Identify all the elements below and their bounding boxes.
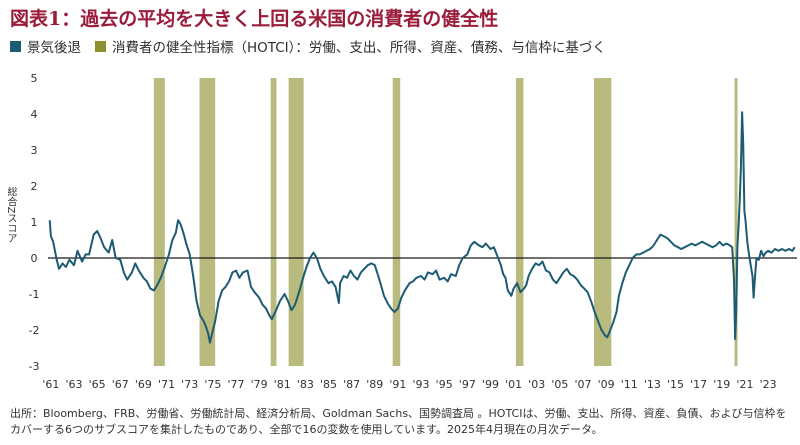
line-chart: 5 4 3 2 1 0 -1 -2 -3 '61 '63 '65 '67 '69 '71 '73 '75 '77… (29, 72, 797, 391)
recession-band-2 (199, 78, 216, 366)
x-tick-label: '91 (389, 378, 406, 391)
legend: 景気後退 消費者の健全性指標（HOTCI）：労働、支出、所得、資産、債務、与信枠… (10, 36, 620, 56)
recession-band-1 (153, 78, 165, 366)
y-tick-label: -2 (29, 324, 40, 337)
x-tick-label: '13 (644, 378, 661, 391)
legend-label-recession: 景気後退 (27, 40, 81, 56)
series-lines (48, 111, 796, 344)
y-tick-label: 5 (31, 72, 38, 85)
x-tick-label: '09 (598, 378, 615, 391)
legend-label-hotci: 消費者の健全性指標（HOTCI）：労働、支出、所得、資産、債務、与信枠に基づく (112, 40, 606, 56)
y-tick-label: 2 (31, 180, 38, 193)
x-tick-label: '79 (251, 378, 268, 391)
legend-swatch-hotci (95, 40, 106, 52)
x-tick-label: '97 (459, 378, 476, 391)
x-tick-label: '05 (551, 378, 568, 391)
legend-item-recession: 景気後退 (10, 36, 81, 56)
y-tick-label: 1 (31, 216, 38, 229)
x-tick-label: '99 (482, 378, 499, 391)
x-axis-ticks: '61 '63 '65 '67 '69 '71 '73 '75 '77 '79 '81 '83 '85 '… (42, 378, 776, 391)
x-tick-label: '77 (227, 378, 244, 391)
x-tick-label: '73 (181, 378, 198, 391)
recession-band-8 (734, 78, 738, 366)
chart-title: 図表1：過去の平均を大きく上回る米国の消費者の健全性 (10, 8, 499, 30)
x-tick-label: '07 (574, 378, 591, 391)
x-tick-label: '85 (320, 378, 337, 391)
x-tick-label: '93 (413, 378, 430, 391)
x-tick-label: '11 (621, 378, 638, 391)
legend-swatch-recession (10, 40, 21, 52)
x-tick-label: '83 (297, 378, 314, 391)
x-tick-label: '81 (274, 378, 291, 391)
x-tick-label: '01 (505, 378, 522, 391)
x-tick-label: '15 (667, 378, 684, 391)
y-tick-label: 4 (31, 108, 38, 121)
recession-band-3 (270, 78, 277, 366)
x-tick-label: '75 (204, 378, 221, 391)
x-tick-label: '61 (42, 378, 59, 391)
x-tick-label: '17 (690, 378, 707, 391)
x-tick-label: '21 (736, 378, 753, 391)
x-tick-label: '65 (89, 378, 106, 391)
x-tick-label: '89 (366, 378, 383, 391)
x-tick-label: '87 (343, 378, 360, 391)
legend-item-hotci: 消費者の健全性指標（HOTCI）：労働、支出、所得、資産、債務、与信枠に基づく (95, 36, 606, 56)
recession-bands (153, 78, 738, 366)
x-tick-label: '23 (760, 378, 777, 391)
y-tick-label: -1 (29, 288, 40, 301)
y-tick-label: -3 (29, 360, 40, 373)
series-line-1 (48, 111, 796, 344)
recession-band-4 (288, 78, 304, 366)
y-axis-ticks: 5 4 3 2 1 0 -1 -2 -3 (29, 72, 40, 373)
x-tick-label: '69 (135, 378, 152, 391)
x-tick-label: '71 (158, 378, 175, 391)
x-tick-label: '63 (66, 378, 83, 391)
y-tick-label: 3 (31, 144, 38, 157)
recession-band-6 (515, 78, 524, 366)
x-tick-label: '03 (528, 378, 545, 391)
y-axis-label: 総合Zスコア (5, 186, 16, 244)
recession-band-5 (392, 78, 401, 366)
y-tick-label: 0 (31, 252, 38, 265)
recession-band-7 (593, 78, 612, 366)
x-tick-label: '19 (713, 378, 730, 391)
source-note: 出所：Bloomberg、FRB、労働省、労働統計局、経済分析局、Goldman… (10, 407, 787, 436)
x-tick-label: '67 (112, 378, 129, 391)
x-tick-label: '95 (436, 378, 453, 391)
